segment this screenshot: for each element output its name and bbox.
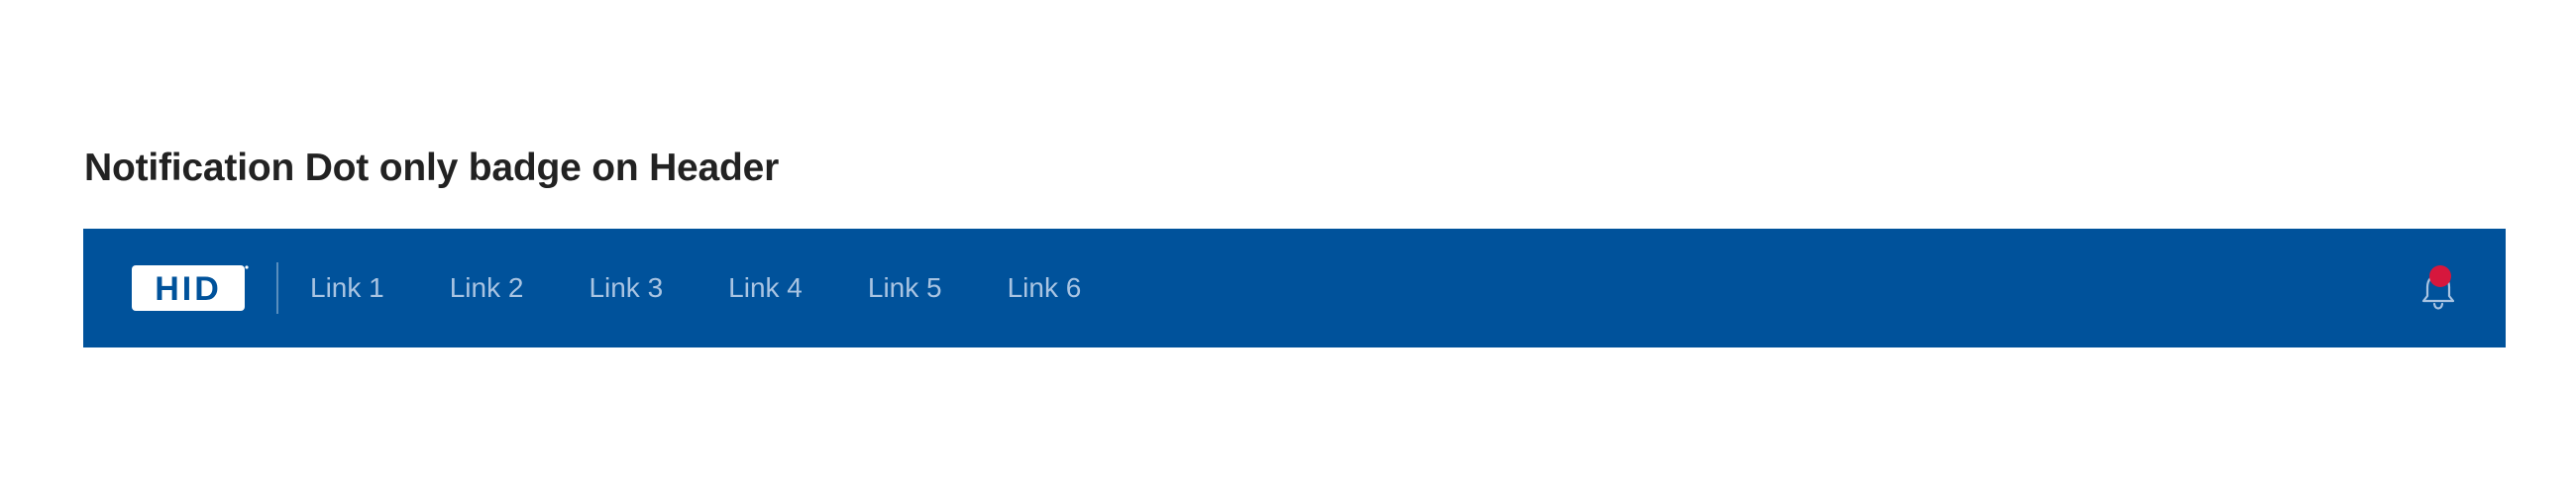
nav-link-5[interactable]: Link 5	[867, 272, 942, 303]
main-nav: Link 1 Link 2 Link 3 Link 4 Link 5 Link …	[310, 229, 1146, 347]
header-divider	[276, 262, 278, 314]
nav-link-4[interactable]: Link 4	[728, 272, 803, 303]
page-title: Notification Dot only badge on Header	[84, 147, 780, 189]
hid-logo-icon: HID	[132, 265, 249, 311]
nav-link-3[interactable]: Link 3	[589, 272, 664, 303]
hid-logo[interactable]: HID	[131, 263, 250, 313]
nav-link-2[interactable]: Link 2	[449, 272, 524, 303]
logo-text: HID	[155, 270, 222, 308]
notification-dot-badge	[2429, 265, 2451, 287]
nav-link-1[interactable]: Link 1	[310, 272, 384, 303]
app-header: HID Link 1 Link 2 Link 3 Link 4 Link 5 L…	[83, 229, 2506, 347]
nav-link-6[interactable]: Link 6	[1007, 272, 1082, 303]
